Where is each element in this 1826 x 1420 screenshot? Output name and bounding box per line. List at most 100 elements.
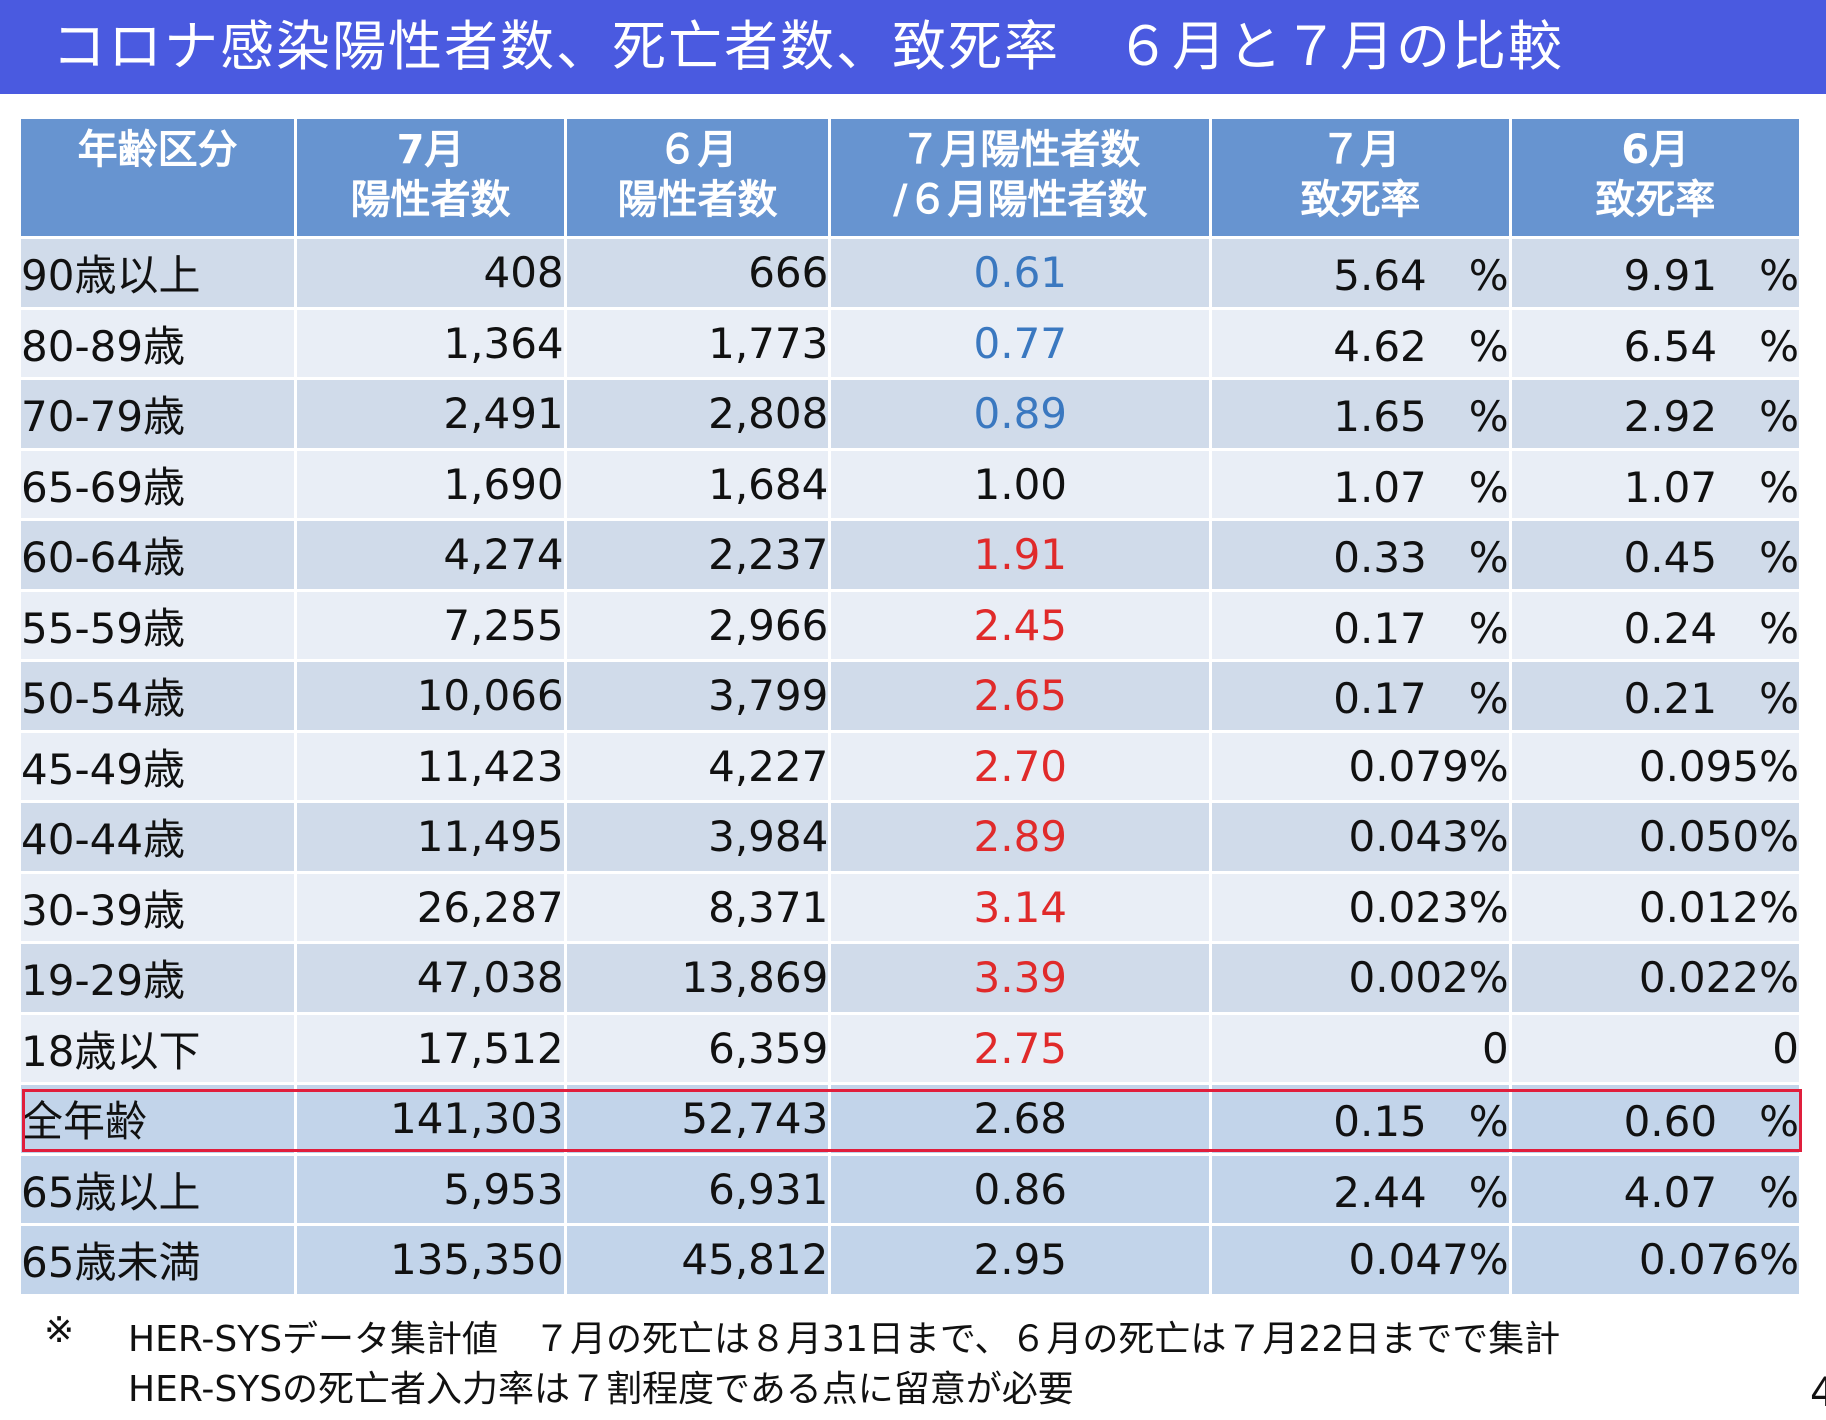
july-rate-cell: 0.047% [1209,1223,1512,1297]
june-positives-cell: 3,799 [563,659,832,733]
june-positives-cell: 45,812 [563,1223,832,1297]
footnote-line-1: HER-SYSデータ集計値 ７月の死亡は８月31日まで、６月の死亡は７月22日ま… [128,1319,1561,1360]
july-positives-cell: 17,512 [294,1011,567,1085]
ratio-cell: 3.14 [828,870,1213,944]
age-group-cell: 65-69歳 [17,447,298,521]
june-positives-cell: 2,966 [563,588,832,662]
age-group-cell: 50-54歳 [17,659,298,733]
june-rate-cell: 1.07 % [1508,447,1803,521]
table-row: 45-49歳 11,423 4,227 2.70 0.079% 0.095% [17,729,1803,803]
july-rate-cell: 5.64 % [1209,236,1512,310]
july-positives-cell: 11,495 [294,800,567,874]
table-row: 65歳未満 135,350 45,812 2.95 0.047% 0.076% [17,1223,1803,1297]
june-positives-cell: 666 [563,236,832,310]
july-positives-cell: 11,423 [294,729,567,803]
july-positives-cell: 10,066 [294,659,567,733]
ratio-cell: 2.65 [828,659,1213,733]
july-positives-cell: 1,690 [294,447,567,521]
age-group-cell: 90歳以上 [17,236,298,310]
june-rate-cell: 0.050% [1508,800,1803,874]
july-positives-cell: 4,274 [294,518,567,592]
table-row: 60-64歳 4,274 2,237 1.91 0.33 % 0.45 % [17,518,1803,592]
july-rate-cell: 0.002% [1209,941,1512,1015]
table-row: 40-44歳 11,495 3,984 2.89 0.043% 0.050% [17,800,1803,874]
july-positives-cell: 5,953 [294,1152,567,1226]
june-rate-cell: 0.022% [1508,941,1803,1015]
age-group-cell: 40-44歳 [17,800,298,874]
june-rate-cell: 6.54 % [1508,306,1803,380]
july-rate-cell: 0.17 % [1209,588,1512,662]
ratio-cell: 2.75 [828,1011,1213,1085]
total-row: 全年齢 141,303 52,743 2.68 0.15 % 0.60 % [17,1082,1803,1156]
july-positives-cell: 47,038 [294,941,567,1015]
table-row: 90歳以上 408 666 0.61 5.64 % 9.91 % [17,236,1803,310]
header-july-positives: 7月 陽性者数 [294,116,567,239]
footnote-line-2: HER-SYSの死亡者入力率は７割程度である点に留意が必要 [128,1369,1074,1410]
ratio-cell: 2.89 [828,800,1213,874]
june-positives-cell: 2,237 [563,518,832,592]
july-rate-cell: 0.043% [1209,800,1512,874]
june-rate-cell: 0.076% [1508,1223,1803,1297]
ratio-cell: 2.68 [828,1082,1213,1156]
ratio-cell: 3.39 [828,941,1213,1015]
june-rate-cell: 2.92 % [1508,377,1803,451]
july-rate-cell: 0.079% [1209,729,1512,803]
july-rate-cell: 0.33 % [1209,518,1512,592]
comparison-table: 年齢区分 7月 陽性者数 ６月 陽性者数 ７月陽性者数 /６月陽性者数 ７月 致… [17,116,1803,1297]
july-positives-cell: 141,303 [294,1082,567,1156]
table-row: 65-69歳 1,690 1,684 1.00 1.07 % 1.07 % [17,447,1803,521]
june-rate-cell: 0.095% [1508,729,1803,803]
june-positives-cell: 52,743 [563,1082,832,1156]
age-group-cell: 18歳以下 [17,1011,298,1085]
age-group-cell: 19-29歳 [17,941,298,1015]
age-group-cell: 65歳未満 [17,1223,298,1297]
july-positives-cell: 1,364 [294,306,567,380]
table-row: 70-79歳 2,491 2,808 0.89 1.65 % 2.92 % [17,377,1803,451]
table-row: 55-59歳 7,255 2,966 2.45 0.17 % 0.24 % [17,588,1803,662]
age-group-cell: 70-79歳 [17,377,298,451]
june-rate-cell: 0.012% [1508,870,1803,944]
page-title: コロナ感染陽性者数、死亡者数、致死率 ６月と７月の比較 [0,0,1826,94]
page-number: 4 [1810,1370,1826,1416]
table-header-row: 年齢区分 7月 陽性者数 ６月 陽性者数 ７月陽性者数 /６月陽性者数 ７月 致… [17,116,1803,239]
table-row: 80-89歳 1,364 1,773 0.77 4.62 % 6.54 % [17,306,1803,380]
july-rate-cell: 0.15 % [1209,1082,1512,1156]
july-rate-cell: 0.17 % [1209,659,1512,733]
june-positives-cell: 3,984 [563,800,832,874]
june-positives-cell: 8,371 [563,870,832,944]
june-positives-cell: 4,227 [563,729,832,803]
july-rate-cell: 0.023% [1209,870,1512,944]
june-rate-cell: 9.91 % [1508,236,1803,310]
june-rate-cell: 0.60 % [1508,1082,1803,1156]
july-positives-cell: 7,255 [294,588,567,662]
age-group-cell: 60-64歳 [17,518,298,592]
june-positives-cell: 2,808 [563,377,832,451]
header-july-fatality-rate: ７月 致死率 [1209,116,1512,239]
july-positives-cell: 408 [294,236,567,310]
june-positives-cell: 1,684 [563,447,832,521]
ratio-cell: 2.70 [828,729,1213,803]
june-rate-cell: 0.45 % [1508,518,1803,592]
july-rate-cell: 4.62 % [1209,306,1512,380]
june-positives-cell: 1,773 [563,306,832,380]
june-positives-cell: 6,359 [563,1011,832,1085]
july-rate-cell: 1.65 % [1209,377,1512,451]
ratio-cell: 1.00 [828,447,1213,521]
july-rate-cell: 1.07 % [1209,447,1512,521]
age-group-cell: 45-49歳 [17,729,298,803]
ratio-cell: 0.77 [828,306,1213,380]
ratio-cell: 0.89 [828,377,1213,451]
june-rate-cell: 0 [1508,1011,1803,1085]
june-rate-cell: 0.21 % [1508,659,1803,733]
june-positives-cell: 6,931 [563,1152,832,1226]
july-rate-cell: 0 [1209,1011,1512,1085]
june-rate-cell: 0.24 % [1508,588,1803,662]
june-rate-cell: 4.07 % [1508,1152,1803,1226]
table-row: 30-39歳 26,287 8,371 3.14 0.023% 0.012% [17,870,1803,944]
july-positives-cell: 2,491 [294,377,567,451]
ratio-cell: 0.61 [828,236,1213,310]
table-row: 65歳以上 5,953 6,931 0.86 2.44 % 4.07 % [17,1152,1803,1226]
july-positives-cell: 26,287 [294,870,567,944]
table-row: 19-29歳 47,038 13,869 3.39 0.002% 0.022% [17,941,1803,1015]
june-positives-cell: 13,869 [563,941,832,1015]
